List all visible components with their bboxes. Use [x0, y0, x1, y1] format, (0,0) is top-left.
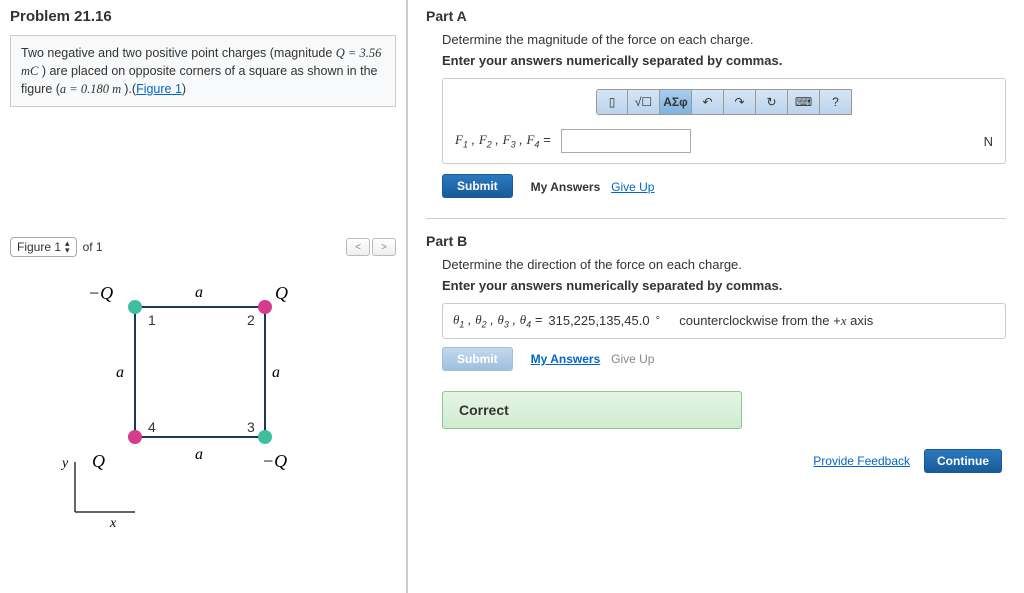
undo-button[interactable]: ↶ — [692, 89, 724, 115]
my-answers-label: My Answers — [531, 180, 601, 194]
fraction-button[interactable]: √☐ — [628, 89, 660, 115]
problem-statement: Two negative and two positive point char… — [10, 35, 396, 107]
part-b-title: Part B — [426, 233, 1006, 249]
correct-feedback: Correct — [442, 391, 742, 429]
text: Two negative and two positive point char… — [21, 46, 336, 60]
svg-text:−Q: −Q — [262, 451, 287, 471]
degree-symbol: ° — [656, 315, 660, 327]
keyboard-button[interactable]: ⌨ — [788, 89, 820, 115]
part-b-answer-box: θ1 , θ2 , θ3 , θ4 = 315,225,135,45.0 ° c… — [442, 303, 1006, 339]
svg-text:y: y — [60, 456, 69, 471]
part-a-label: F1 , F2 , F3 , F4 = — [455, 132, 551, 150]
part-a-answer-box: ▯ √☐ ΑΣφ ↶ ↷ ↻ ⌨ ? F1 , F2 , F3 , F4 = N — [442, 78, 1006, 164]
svg-text:4: 4 — [148, 419, 156, 435]
redo-button[interactable]: ↷ — [724, 89, 756, 115]
svg-text:x: x — [109, 516, 117, 527]
continue-button[interactable]: Continue — [924, 449, 1002, 473]
give-up-link[interactable]: Give Up — [611, 180, 654, 194]
svg-text:Q: Q — [92, 451, 105, 471]
figure-selector[interactable]: Figure 1 ▴▾ — [10, 237, 77, 257]
give-up-label: Give Up — [611, 352, 654, 366]
equation-toolbar: ▯ √☐ ΑΣφ ↶ ↷ ↻ ⌨ ? — [455, 89, 993, 115]
greek-button[interactable]: ΑΣφ — [660, 89, 692, 115]
help-button[interactable]: ? — [820, 89, 852, 115]
figure-link[interactable]: Figure 1 — [136, 82, 182, 96]
provide-feedback-link[interactable]: Provide Feedback — [813, 454, 910, 468]
part-b-subtitle: Determine the direction of the force on … — [442, 257, 1006, 272]
part-b-answer-value: 315,225,135,45.0 — [548, 313, 649, 328]
svg-text:3: 3 — [247, 419, 255, 435]
reset-button[interactable]: ↻ — [756, 89, 788, 115]
part-a-subtitle: Determine the magnitude of the force on … — [442, 32, 1006, 47]
svg-text:a: a — [272, 364, 280, 381]
figure-header: Figure 1 ▴▾ of 1 < > — [10, 237, 396, 257]
svg-text:a: a — [195, 446, 203, 463]
figure-selector-label: Figure 1 — [17, 240, 61, 254]
my-answers-link[interactable]: My Answers — [531, 352, 601, 366]
template-button[interactable]: ▯ — [596, 89, 628, 115]
problem-title: Problem 21.16 — [10, 8, 396, 25]
text: ).( — [124, 82, 136, 96]
part-b-label: θ1 , θ2 , θ3 , θ4 = — [453, 312, 542, 330]
part-b-instruction: Enter your answers numerically separated… — [442, 278, 1006, 293]
text: ) — [182, 82, 186, 96]
part-b-explain: counterclockwise from the +x axis — [679, 313, 873, 329]
part-a-unit: N — [984, 134, 993, 149]
part-a-submit-button[interactable]: Submit — [442, 174, 513, 198]
svg-text:a: a — [116, 364, 124, 381]
part-a-input[interactable] — [561, 129, 691, 153]
figure-prev-button[interactable]: < — [346, 238, 370, 256]
part-a-title: Part A — [426, 8, 1006, 24]
svg-text:a: a — [195, 284, 203, 301]
figure-diagram: 1 2 3 4 −Q Q Q −Q a a a a y x — [10, 267, 396, 530]
part-b-submit-button[interactable]: Submit — [442, 347, 513, 371]
svg-text:−Q: −Q — [88, 283, 113, 303]
svg-text:1: 1 — [148, 312, 156, 328]
svg-text:2: 2 — [247, 312, 255, 328]
figure-count: of 1 — [83, 240, 103, 254]
stepper-icon: ▴▾ — [65, 240, 70, 254]
part-a-instruction: Enter your answers numerically separated… — [442, 53, 1006, 68]
a-value: a = 0.180 m — [60, 82, 124, 96]
svg-text:Q: Q — [275, 283, 288, 303]
figure-next-button[interactable]: > — [372, 238, 396, 256]
